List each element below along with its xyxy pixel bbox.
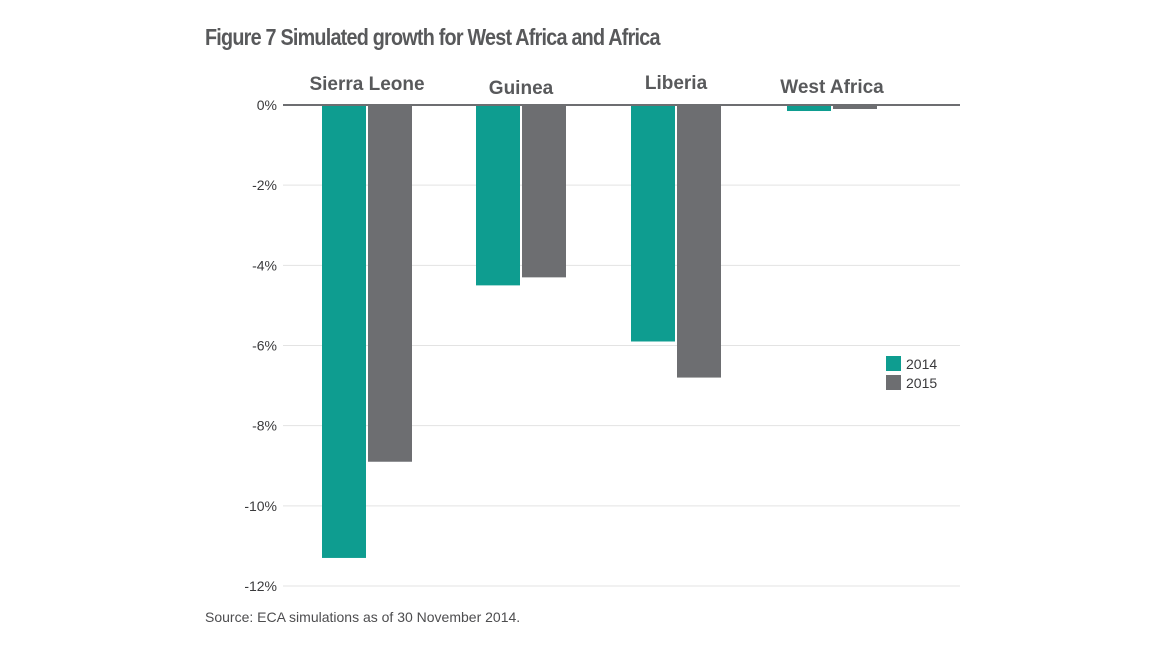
- legend-label-2015: 2015: [906, 375, 937, 391]
- chart-title: Figure 7 Simulated growth for West Afric…: [205, 24, 660, 50]
- source-note: Source: ECA simulations as of 30 Novembe…: [205, 609, 521, 625]
- bar-2014-guinea: [476, 105, 520, 286]
- bar-2014-sierra-leone: [322, 105, 366, 558]
- category-labels: Sierra Leone Guinea Liberia West Africa: [309, 73, 884, 99]
- bar-2015-guinea: [522, 105, 566, 278]
- y-tick-label: 0%: [257, 97, 277, 113]
- legend: 2014 2015: [886, 356, 937, 391]
- y-tick-label: -8%: [252, 418, 277, 434]
- category-label: Liberia: [645, 73, 708, 94]
- legend-swatch-2015: [886, 375, 901, 390]
- bar-2015-liberia: [677, 105, 721, 378]
- bar-2014-liberia: [631, 105, 675, 342]
- y-tick-label: -6%: [252, 338, 277, 354]
- legend-swatch-2014: [886, 356, 901, 371]
- y-tick-label: -12%: [244, 578, 277, 594]
- category-label: Sierra Leone: [309, 74, 424, 95]
- bar-2015-west-africa: [833, 105, 877, 110]
- y-tick-label: -4%: [252, 257, 277, 273]
- y-axis-ticks: 0% -2% -4% -6% -8% -10% -12%: [244, 97, 277, 594]
- bar-2014-west-africa: [787, 105, 831, 112]
- category-label: Guinea: [489, 78, 554, 99]
- bar-2015-sierra-leone: [368, 105, 412, 462]
- bars: [322, 105, 877, 558]
- category-label: West Africa: [780, 77, 884, 98]
- y-tick-label: -10%: [244, 498, 277, 514]
- legend-label-2014: 2014: [906, 356, 937, 372]
- y-tick-label: -2%: [252, 177, 277, 193]
